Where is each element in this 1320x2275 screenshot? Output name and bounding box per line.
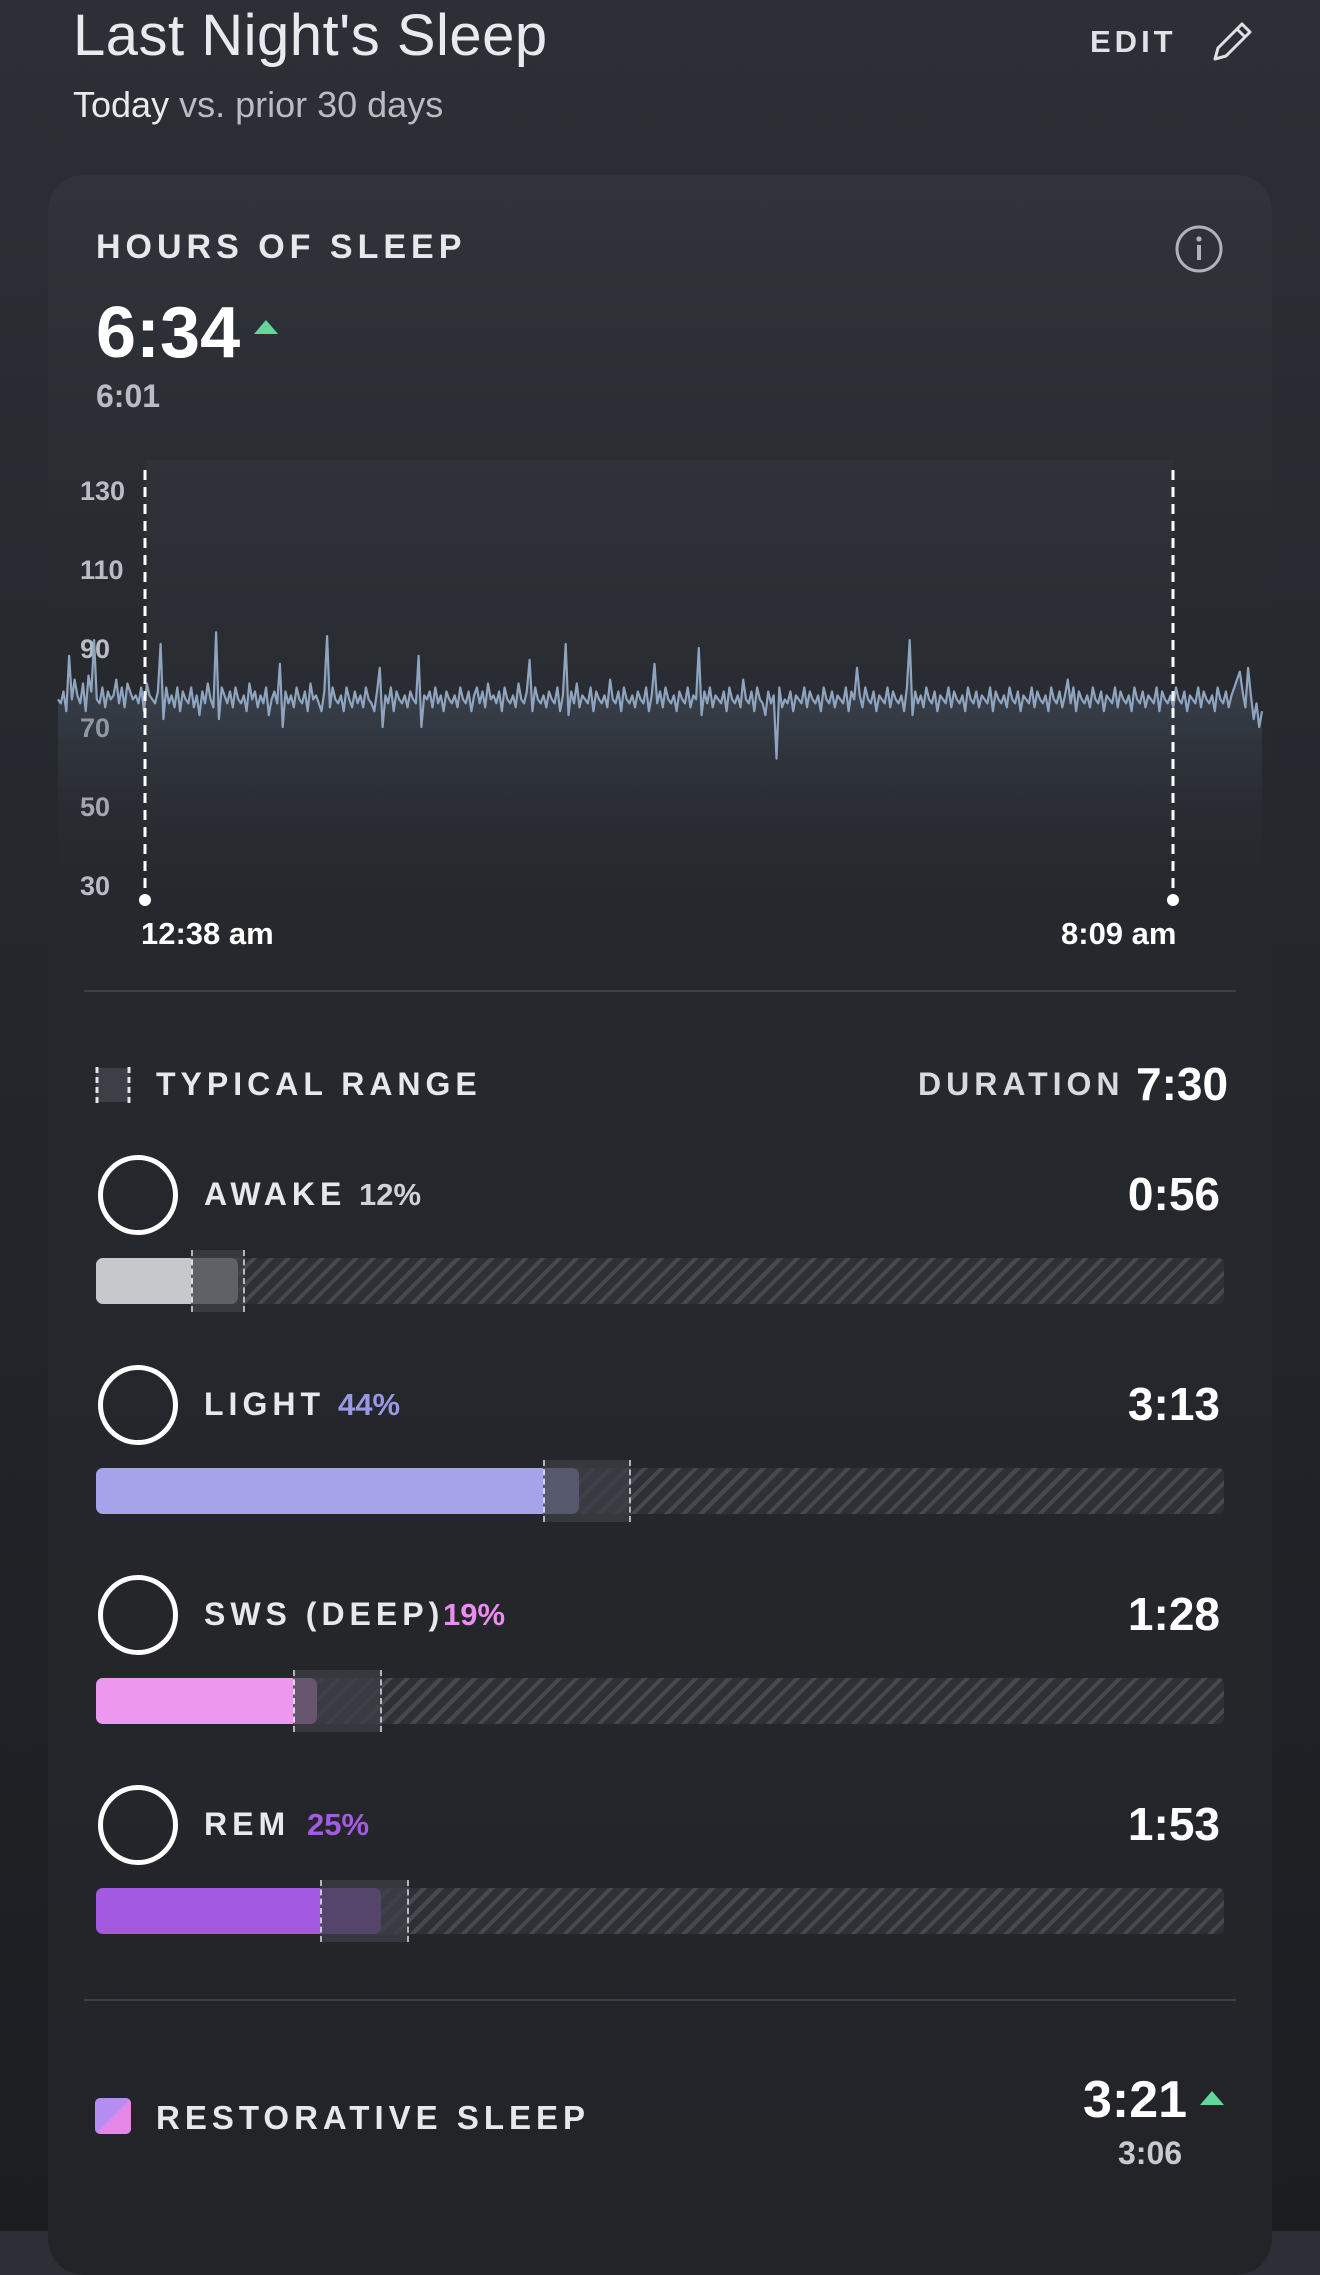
stage-bar-fill [96,1468,579,1514]
typical-range-marker [293,1670,382,1732]
stage-bar-track [96,1670,1224,1732]
restorative-sleep-average: 3:06 [1118,2135,1183,2171]
edit-button[interactable]: EDIT [1090,12,1257,72]
stage-bar-track [96,1250,1224,1312]
heart-rate-chart: 13011090705030 12:38 am 8:09 am [57,460,1264,951]
heart-rate-line [57,631,1264,760]
divider [84,990,1236,992]
restorative-sleep-value: 3:21 [1083,2071,1188,2129]
subtitle-comparison: vs. prior 30 days [169,84,444,125]
stage-bar-fill [96,1678,317,1724]
stage-name: AWAKE [204,1176,347,1212]
typical-range-marker [191,1250,245,1312]
hours-of-sleep-value: 6:34 [96,293,241,373]
stage-name: REM [204,1806,291,1842]
page-subtitle: Today vs. prior 30 days [73,84,443,126]
pencil-icon [1213,22,1252,61]
sleep-end-dot [1167,894,1179,906]
hours-of-sleep-heading: HOURS OF SLEEP [96,228,467,266]
stage-percent: 25% [307,1807,370,1842]
stage-name: LIGHT [204,1386,325,1422]
stage-duration: 0:56 [1127,1168,1220,1220]
stage-percent: 12% [359,1177,422,1212]
stage-duration: 3:13 [1127,1378,1220,1430]
typical-range-marker [320,1880,409,1942]
typical-range-label: TYPICAL RANGE [156,1066,482,1102]
stage-circle-icon[interactable] [98,1365,178,1445]
restorative-sleep-label: RESTORATIVE SLEEP [156,2099,591,2136]
edit-label: EDIT [1090,24,1177,59]
typical-range-icon [95,1067,131,1103]
stage-percent: 19% [443,1597,506,1632]
trend-up-icon [254,320,278,334]
subtitle-today: Today [73,84,170,125]
stage-percent: 44% [338,1387,401,1422]
stage-duration: 1:53 [1127,1798,1220,1850]
stage-name: SWS (DEEP) [204,1596,445,1632]
stage-bar-track [96,1460,1224,1522]
page-title: Last Night's Sleep [73,3,548,68]
y-tick-label: 110 [80,555,124,585]
heart-rate-area [58,632,1262,885]
sleep-start-dot [139,894,151,906]
sleep-start-time: 12:38 am [141,916,274,951]
y-tick-label: 130 [80,476,125,506]
duration-value: 7:30 [1136,1058,1229,1110]
info-icon[interactable] [1175,225,1223,273]
stage-circle-icon[interactable] [98,1155,178,1235]
stage-bar-track [96,1880,1224,1942]
trend-up-icon [1200,2091,1224,2105]
typical-range-marker [543,1460,631,1522]
stage-circle-icon[interactable] [98,1785,178,1865]
sleep-end-time: 8:09 am [1061,916,1176,951]
hours-of-sleep-average: 6:01 [96,378,161,414]
duration-label: DURATION [918,1066,1125,1102]
stage-duration: 1:28 [1127,1588,1220,1640]
divider [84,1999,1236,2001]
restorative-sleep-icon [95,2098,131,2134]
stage-circle-icon[interactable] [98,1575,178,1655]
